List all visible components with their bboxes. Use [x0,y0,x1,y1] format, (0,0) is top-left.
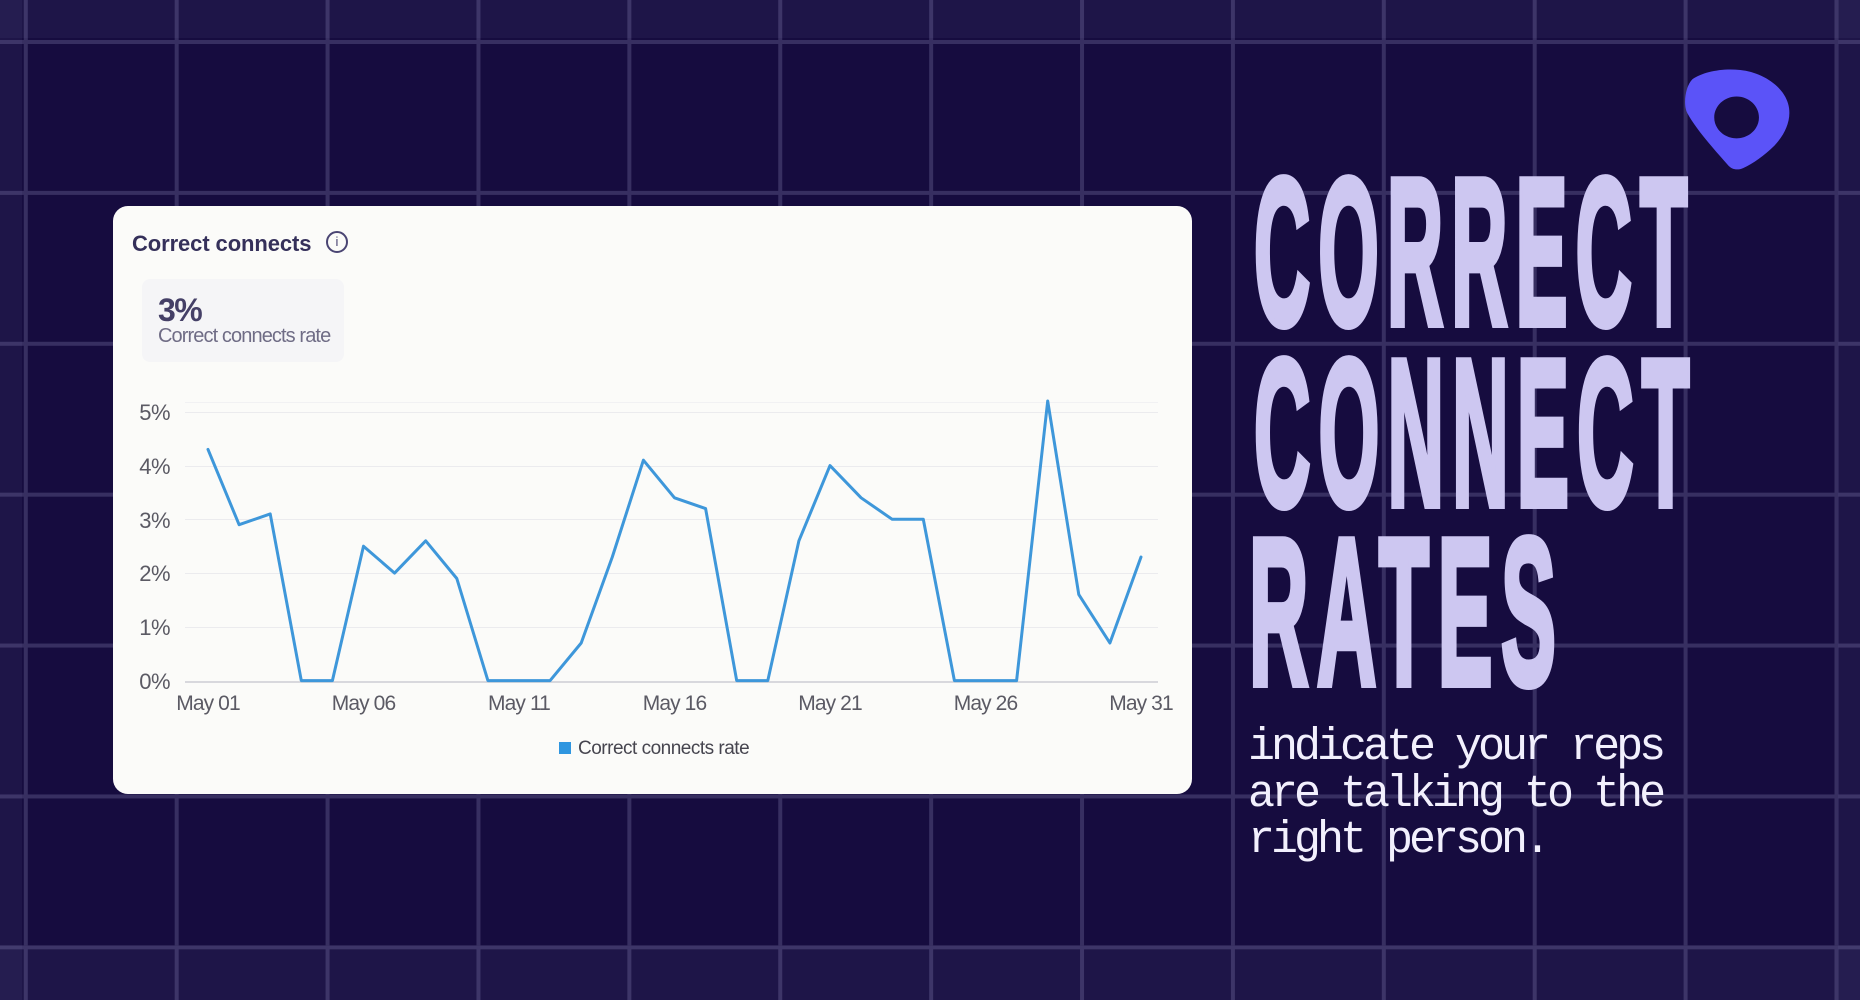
svg-text:CORRECT: CORRECT [1254,136,1696,369]
svg-text:CONNECT: CONNECT [1254,317,1698,550]
svg-text:RATES: RATES [1249,494,1565,728]
